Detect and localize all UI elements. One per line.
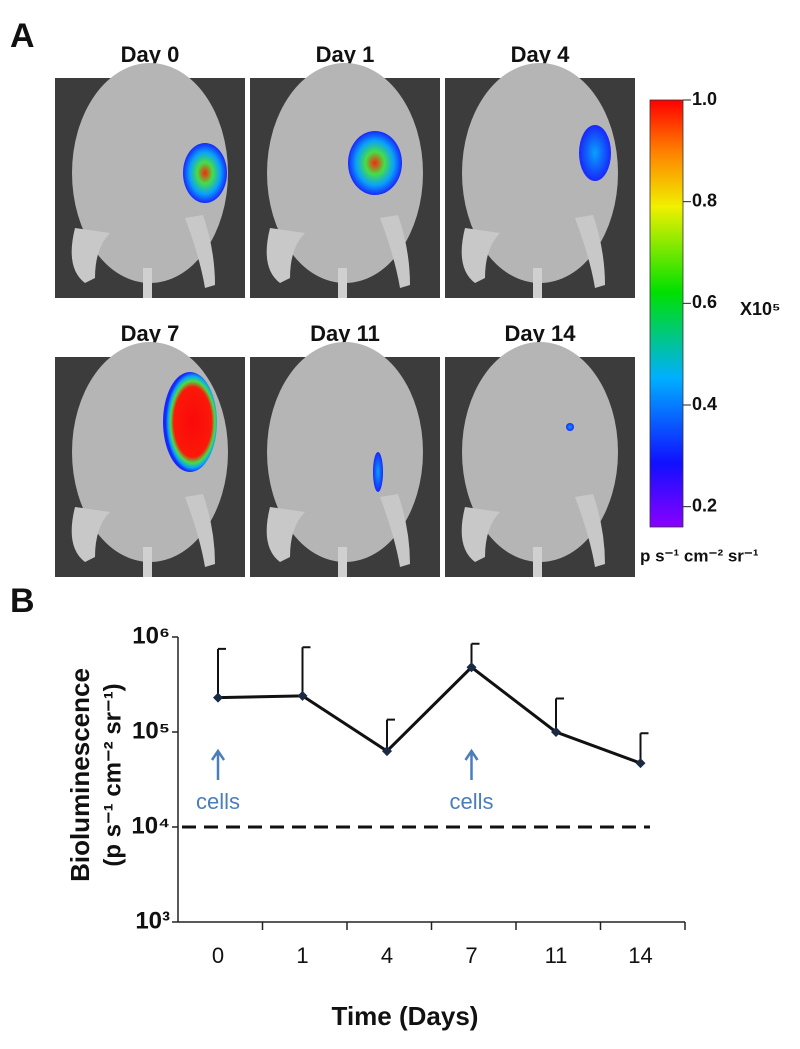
mouse-image <box>250 63 440 298</box>
error-bar <box>301 646 311 696</box>
mouse-tail <box>338 547 347 577</box>
mouse-leg <box>266 507 305 562</box>
panel-label: A <box>10 17 35 55</box>
signal <box>183 143 227 203</box>
error-bar <box>217 647 226 698</box>
mouse-image <box>250 342 440 577</box>
annotation-arrow <box>464 748 479 780</box>
image-label: Day 14 <box>505 321 577 346</box>
colorbar-tick-label: 0.8 <box>692 190 717 210</box>
mouse-leg <box>71 507 110 562</box>
x-tick-label: 0 <box>212 943 224 968</box>
signal <box>566 423 574 431</box>
mouse-leg <box>575 215 605 288</box>
x-tick-label: 4 <box>381 943 393 968</box>
panel-label: B <box>10 582 35 620</box>
mouse-leg <box>461 228 500 283</box>
colorbar-tick-label: 1.0 <box>692 89 717 109</box>
mouse-leg <box>380 494 410 567</box>
image-label: Day 4 <box>511 42 570 67</box>
x-axis-title: Time (Days) <box>332 1001 479 1031</box>
y-tick-label: 10³ <box>135 907 170 934</box>
x-tick-label: 11 <box>545 943 568 968</box>
annotation-arrow <box>210 748 226 780</box>
colorbar-tick-label: 0.6 <box>692 292 717 312</box>
y-axis-title: Bioluminescence <box>65 668 95 882</box>
data-point <box>213 692 223 703</box>
error-bar <box>639 732 649 764</box>
mouse-leg <box>380 215 410 288</box>
mouse-leg <box>575 494 605 567</box>
data-point <box>551 727 561 737</box>
signal <box>348 131 402 195</box>
mouse-leg <box>71 228 110 283</box>
mouse-image <box>55 63 245 298</box>
mouse-image <box>445 342 635 577</box>
image-label: Day 11 <box>310 321 380 346</box>
colorbar-multiplier: X10⁵ <box>740 299 780 319</box>
mouse-tail <box>143 547 152 577</box>
x-tick-label: 7 <box>465 943 477 968</box>
y-axis-unit: (p s⁻¹ cm⁻² sr⁻¹) <box>99 683 126 866</box>
y-tick-label: 10⁴ <box>131 812 170 839</box>
data-line <box>217 665 642 765</box>
error-bar <box>555 697 564 732</box>
signal <box>373 452 383 492</box>
mouse-leg <box>185 494 215 567</box>
mouse-tail <box>533 547 542 577</box>
mouse-leg <box>461 507 500 562</box>
y-tick-label: 10⁶ <box>132 622 170 649</box>
image-label: Day 7 <box>121 321 180 346</box>
signal <box>163 372 217 472</box>
colorbar-unit: p s⁻¹ cm⁻² sr⁻¹ <box>640 546 759 565</box>
error-bar <box>386 718 395 752</box>
annotation: cells <box>449 789 493 814</box>
signal <box>579 125 611 181</box>
colorbar-tick-label: 0.2 <box>692 495 717 515</box>
mouse-image <box>55 342 245 577</box>
image-label: Day 1 <box>316 42 375 67</box>
mouse-leg <box>185 215 215 288</box>
x-tick-label: 1 <box>296 943 308 968</box>
data-point <box>382 746 392 757</box>
y-tick-label: 10⁵ <box>132 717 170 744</box>
colorbar-tick-label: 0.4 <box>692 394 717 414</box>
mouse-tail <box>533 268 542 298</box>
data-point <box>635 758 646 769</box>
data-point <box>297 690 308 701</box>
data-point <box>466 662 477 673</box>
mouse-tail <box>143 268 152 298</box>
mouse-leg <box>266 228 305 283</box>
colorbar <box>649 99 684 528</box>
mouse-image <box>445 63 635 298</box>
x-tick-label: 14 <box>628 943 652 968</box>
image-label: Day 0 <box>121 42 180 67</box>
annotation: cells <box>196 789 240 814</box>
mouse-tail <box>338 268 347 298</box>
